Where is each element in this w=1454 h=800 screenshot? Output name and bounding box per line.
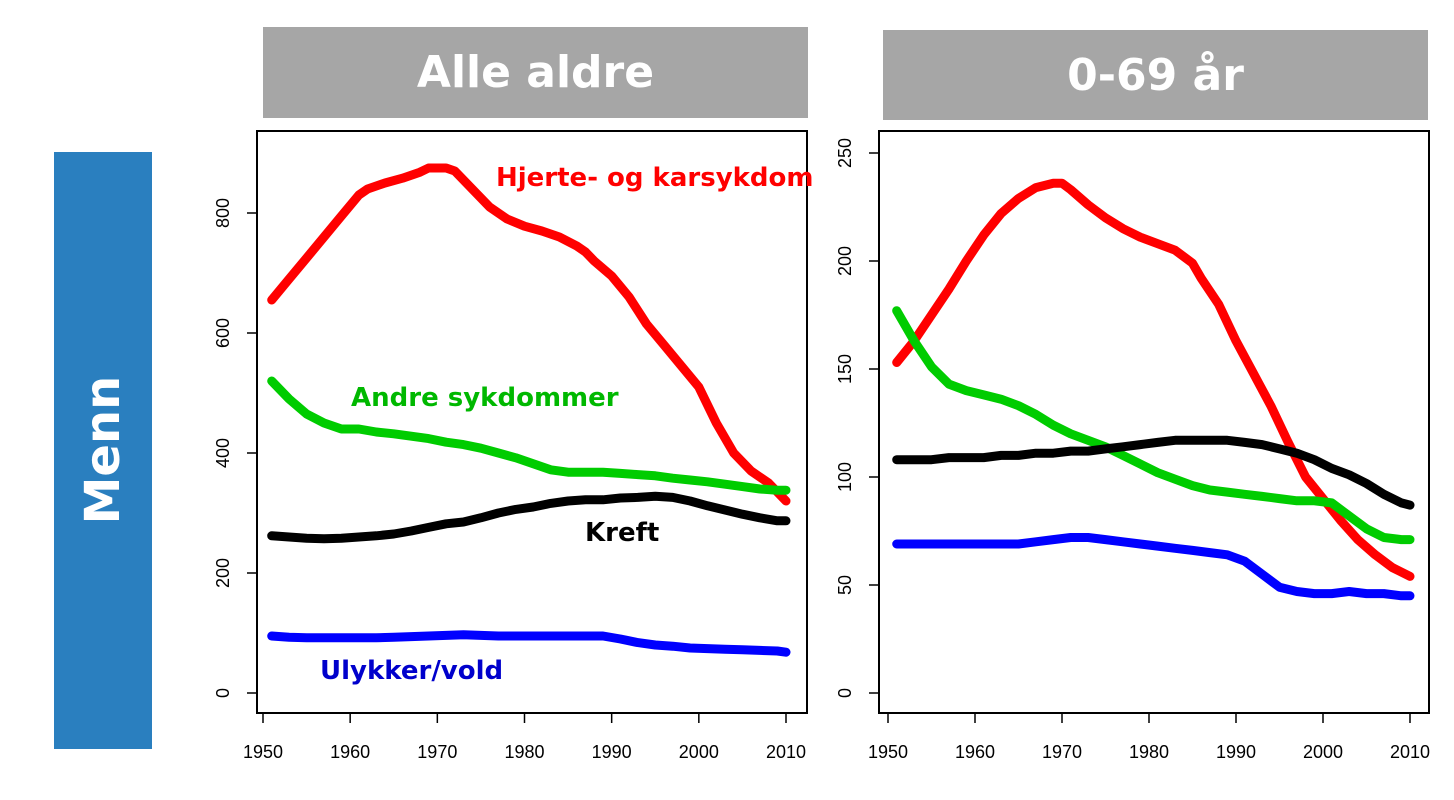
x-tick-label: 1950: [243, 742, 283, 762]
y-tick-label: 0: [835, 688, 855, 698]
x-tick-label: 1970: [1042, 742, 1082, 762]
panel-title-left-text: Alle aldre: [416, 47, 655, 98]
x-tick-label: 1970: [417, 742, 457, 762]
series-label-other-diseases: Andre sykdommer: [351, 383, 619, 413]
x-tick-label: 1990: [592, 742, 632, 762]
y-tick-label: 200: [213, 558, 233, 588]
row-label-box: Menn: [54, 152, 152, 749]
y-tick-label: 400: [213, 438, 233, 468]
panel-title-right-text: 0-69 år: [1067, 49, 1244, 101]
series-line-0: [267, 163, 791, 506]
x-tick-label: 1980: [1129, 742, 1169, 762]
x-tick-label: 1960: [955, 742, 995, 762]
x-axis: 1950 1960 1970 1980 1990 2000 2010: [868, 712, 1430, 762]
series-label-heart: Hjerte- og karsykdom: [496, 163, 814, 193]
y-tick-label: 800: [213, 198, 233, 228]
series-line-2: [267, 491, 791, 544]
series-line-3: [892, 533, 1415, 601]
x-tick-label: 2010: [1390, 742, 1430, 762]
y-tick-label: 150: [835, 354, 855, 384]
y-axis: 0 50 100 150 200 250: [835, 138, 880, 698]
series-label-injuries: Ulykker/vold: [320, 656, 503, 686]
panel-title-right: 0-69 år: [883, 30, 1428, 120]
x-tick-label: 2000: [679, 742, 719, 762]
y-tick-label: 50: [835, 575, 855, 595]
chart-panel-all-ages: 1950 1960 1970 1980 1990 2000 2010 0 200 400 600 80…: [213, 130, 808, 762]
x-tick-label: 2010: [766, 742, 806, 762]
series-line-2: [892, 435, 1415, 510]
series-line-0: [892, 178, 1415, 581]
x-axis: 1950 1960 1970 1980 1990 2000 2010: [243, 712, 806, 762]
series-line-3: [267, 630, 791, 657]
series-line-1: [892, 306, 1415, 545]
series-line-1: [267, 376, 791, 495]
panel-title-left: Alle aldre: [263, 27, 808, 118]
plot-frame: [878, 130, 1430, 714]
x-tick-label: 1990: [1216, 742, 1256, 762]
y-tick-label: 250: [835, 138, 855, 168]
y-tick-label: 100: [835, 462, 855, 492]
x-tick-label: 1950: [868, 742, 908, 762]
x-tick-label: 2000: [1303, 742, 1343, 762]
chart-panel-0-69: 1950 1960 1970 1980 1990 2000 2010 0 50 100 150 200…: [835, 130, 1430, 762]
x-tick-label: 1960: [330, 742, 370, 762]
y-tick-label: 0: [213, 688, 233, 698]
series-label-cancer: Kreft: [585, 518, 659, 548]
x-tick-label: 1980: [504, 742, 544, 762]
y-axis: 0 200 400 600 800: [213, 198, 258, 698]
y-tick-label: 200: [835, 246, 855, 276]
y-tick-label: 600: [213, 318, 233, 348]
